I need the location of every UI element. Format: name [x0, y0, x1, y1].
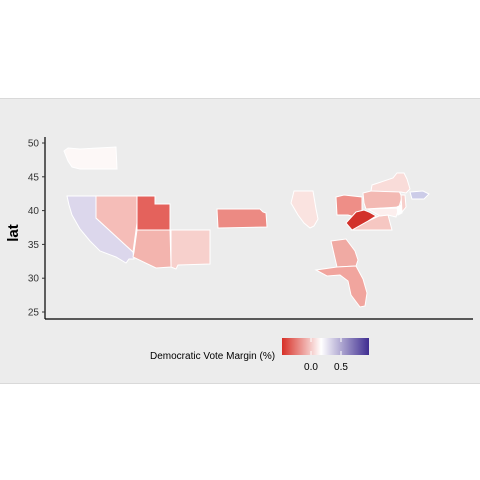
y-tick-label-5: 50 [28, 139, 40, 150]
state-kansas [216, 208, 268, 229]
state-new-mexico [170, 229, 211, 270]
y-tick-label-3: 40 [28, 206, 40, 217]
legend-tick-0: 0.0 [304, 362, 318, 373]
legend-tick-1: 0.5 [334, 362, 348, 373]
state-new-york [370, 172, 411, 194]
map-panel: lat 25 30 35 40 45 50 Dem [0, 98, 480, 384]
y-tick-label-0: 25 [28, 308, 40, 319]
legend-title: Democratic Vote Margin (%) [150, 351, 275, 362]
state-florida [314, 265, 368, 308]
state-new-jersey [400, 194, 407, 214]
y-ticks: 25 30 35 40 45 50 [28, 139, 45, 319]
state-delaware [396, 204, 403, 216]
state-georgia [330, 238, 359, 268]
y-tick-label-1: 30 [28, 274, 40, 285]
legend-colorbar [282, 338, 369, 355]
state-massachusetts [409, 190, 430, 200]
y-tick-label-4: 45 [28, 172, 40, 183]
state-arizona [132, 229, 172, 269]
state-west-virginia [345, 209, 377, 231]
y-axis-label: lat [5, 224, 22, 242]
state-illinois [290, 190, 319, 229]
state-washington [63, 146, 118, 170]
y-tick-label-2: 35 [28, 240, 40, 251]
state-nevada [95, 195, 138, 254]
state-maryland [366, 207, 400, 218]
state-utah [136, 195, 171, 231]
state-shapes [63, 146, 430, 308]
state-pennsylvania [362, 190, 403, 210]
